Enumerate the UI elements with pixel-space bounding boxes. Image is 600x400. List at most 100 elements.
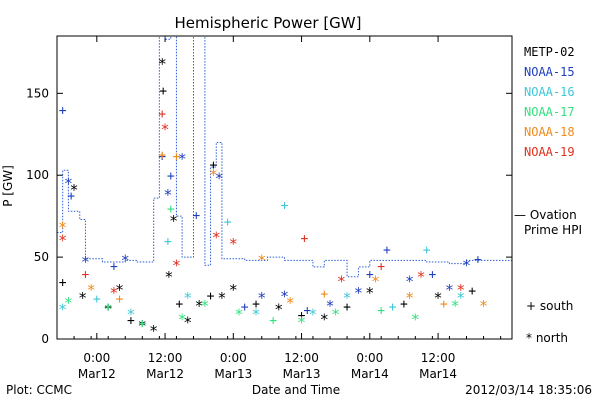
data-point: *	[78, 289, 87, 307]
y-tick-label: 150	[26, 86, 49, 100]
data-point: +	[82, 267, 90, 282]
x-tick-label-time: 12:00	[284, 351, 319, 365]
data-point: +	[209, 158, 217, 173]
data-point: +	[167, 169, 175, 184]
hpi-step-line	[57, 35, 512, 278]
data-point: *	[405, 273, 414, 291]
data-point: +	[158, 148, 166, 163]
y-tick-label: 100	[26, 168, 49, 182]
data-point: *	[164, 268, 173, 286]
data-point: +	[167, 202, 175, 217]
plot-frame	[56, 35, 513, 340]
data-point: *	[104, 301, 113, 319]
series-noaa-19: *+*+*** * +*+**	[58, 107, 465, 302]
series-noaa-17: * *++** * + * * + **	[64, 202, 460, 332]
data-point: *	[58, 232, 67, 250]
data-point: *	[308, 305, 317, 323]
chart-title: Hemispheric Power [GW]	[175, 14, 362, 32]
x-tick-label-time: 12:00	[148, 351, 183, 365]
data-point: *	[149, 322, 158, 340]
x-tick-label-time: 0:00	[83, 351, 110, 365]
data-point: +	[138, 317, 146, 332]
plot-timestamp: 2012/03/14 18:35:06	[465, 383, 592, 397]
data-point: +	[298, 308, 306, 323]
data-point: *	[405, 289, 414, 307]
data-point: *	[354, 284, 363, 302]
data-point: +	[468, 284, 476, 299]
data-point: +	[383, 243, 391, 258]
data-point: *	[195, 297, 204, 315]
x-tick-label-date: Mar12	[146, 367, 184, 381]
data-point: *	[70, 181, 79, 199]
data-point: +	[173, 150, 181, 165]
data-point: *	[337, 273, 346, 291]
plot-credit: Plot: CCMC	[6, 383, 72, 397]
data-point: +	[377, 259, 385, 274]
data-point: *	[121, 251, 130, 269]
data-point: *	[365, 284, 374, 302]
data-point: +	[269, 313, 277, 328]
data-point: *	[81, 253, 90, 271]
data-point: *	[456, 289, 465, 307]
data-point: +	[192, 209, 200, 224]
data-point: *	[172, 256, 181, 274]
data-point: *	[217, 289, 226, 307]
data-point: +	[474, 253, 482, 268]
data-point: *	[456, 281, 465, 299]
data-point: *	[252, 305, 261, 323]
data-point: *	[274, 301, 283, 319]
data-point: *	[178, 150, 187, 168]
legend: METP-02 NOAA-15 NOAA-16 NOAA-17 NOAA-18 NOAA-…	[514, 45, 582, 345]
x-tick-label-date: Mar14	[419, 367, 457, 381]
data-point: +	[175, 297, 183, 312]
x-axis-label: Date and Time	[252, 383, 340, 397]
data-point: *	[109, 284, 118, 302]
data-point: *	[138, 317, 147, 335]
data-point: *	[451, 297, 460, 315]
y-axis-label: P [GW]	[1, 165, 15, 207]
data-point: +	[93, 292, 101, 307]
x-tick-label-time: 12:00	[421, 351, 456, 365]
data-point: +	[377, 304, 385, 319]
legend-item: METP-02	[524, 45, 575, 59]
data-point: +	[127, 313, 135, 328]
data-point: *	[297, 314, 306, 332]
data-point: *	[115, 281, 124, 299]
data-point: *	[200, 297, 209, 315]
data-point: *	[64, 294, 73, 312]
data-point: +	[164, 235, 172, 250]
data-point: *	[58, 301, 67, 319]
legend-item: NOAA-16	[524, 85, 575, 99]
data-point: *	[257, 289, 266, 307]
series-noaa-18: **++ +*** +** + *	[58, 148, 488, 315]
data-point: +	[104, 300, 112, 315]
series-metp-02: +**+*+ * **+**+**++* *+ * + *+*+ * +	[59, 55, 477, 340]
data-point: *	[209, 166, 218, 184]
data-point: *	[445, 281, 454, 299]
legend-item: NOAA-18	[524, 125, 575, 139]
series-noaa-15: +*+* + *+*+*+*+* *+ **++* +** +	[59, 104, 482, 319]
y-tick-label: 50	[34, 250, 49, 264]
data-point: *	[126, 305, 135, 323]
data-point: +	[116, 292, 124, 307]
data-point: +	[428, 267, 436, 282]
data-point: *	[343, 289, 352, 307]
legend-item: NOAA-19	[524, 145, 575, 159]
data-point: +	[320, 287, 328, 302]
data-point: +	[158, 107, 166, 122]
legend-marker-north: * north	[526, 331, 568, 345]
data-point: +	[252, 297, 260, 312]
x-tick-label-date: Mar13	[283, 367, 321, 381]
legend-item: NOAA-17	[524, 105, 575, 119]
x-tick-label-date: Mar14	[351, 367, 389, 381]
x-tick-label-date: Mar13	[214, 367, 252, 381]
data-point: +	[159, 84, 167, 99]
data-point: *	[462, 256, 471, 274]
y-tick-label: 0	[41, 332, 49, 346]
series-noaa-16: *+*+*+*+**++*	[58, 199, 465, 324]
data-point: +	[281, 199, 289, 214]
data-point: *	[325, 297, 334, 315]
data-point: +	[389, 300, 397, 315]
data-point: +	[343, 300, 351, 315]
